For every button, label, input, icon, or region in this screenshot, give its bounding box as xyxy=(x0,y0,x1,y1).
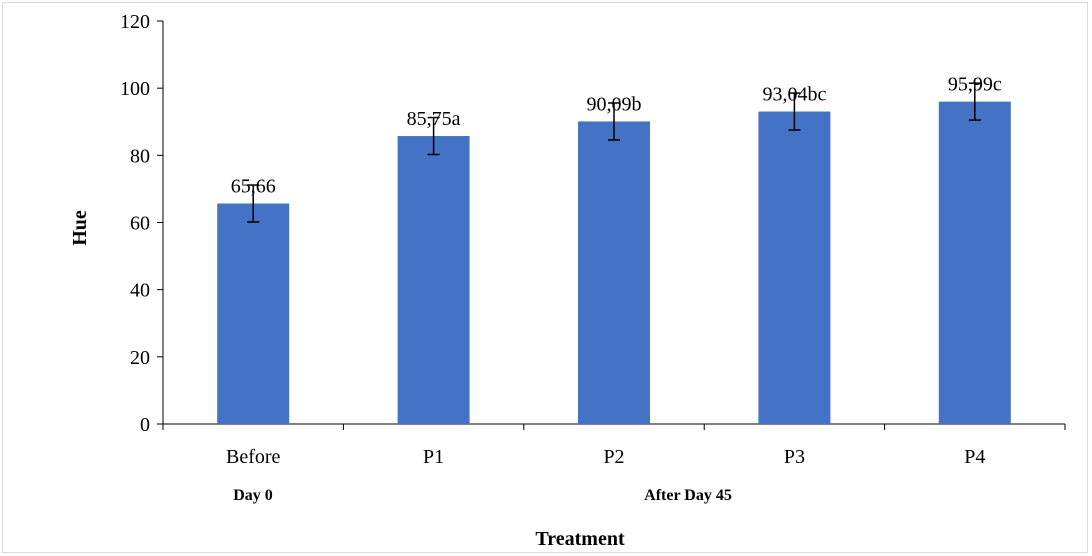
bar-p4 xyxy=(938,101,1011,425)
group-label-after-day-45: After Day 45 xyxy=(644,487,732,504)
x-tick-label: P1 xyxy=(423,446,444,468)
y-tick-label: 20 xyxy=(130,347,150,369)
data-label: 93,04bc xyxy=(762,84,826,106)
y-tick-label: 120 xyxy=(120,11,150,33)
data-label: 90,09b xyxy=(587,93,642,115)
x-tick-label: P3 xyxy=(784,446,805,468)
y-axis: 0 20 40 60 80 100 120 xyxy=(120,11,164,436)
y-tick-label: 100 xyxy=(120,78,150,100)
bar-p1 xyxy=(397,136,470,424)
x-axis: Before P1 P2 P3 P4 xyxy=(162,423,1066,468)
data-label: 65,66 xyxy=(231,175,276,197)
y-tick-label: 40 xyxy=(130,280,150,302)
y-tick-label: 0 xyxy=(140,414,150,436)
data-labels: 65,66 85,75a 90,09b 93,04bc 95,99c xyxy=(231,74,1002,198)
bars xyxy=(217,101,1011,425)
error-bars xyxy=(247,82,981,223)
data-label: 85,75a xyxy=(407,108,461,130)
bar-before xyxy=(217,203,290,424)
x-tick-label: P4 xyxy=(964,446,985,468)
group-label-day-0: Day 0 xyxy=(233,487,273,504)
x-tick-label: Before xyxy=(226,446,281,468)
x-axis-title: Treatment xyxy=(535,528,625,550)
y-axis-title: Hue xyxy=(69,210,91,246)
bar-p3 xyxy=(758,111,831,425)
y-tick-label: 60 xyxy=(130,213,150,235)
x-tick-label: P2 xyxy=(603,446,624,468)
y-tick-label: 80 xyxy=(130,145,150,167)
data-label: 95,99c xyxy=(948,74,1002,96)
bar-p2 xyxy=(578,121,650,424)
